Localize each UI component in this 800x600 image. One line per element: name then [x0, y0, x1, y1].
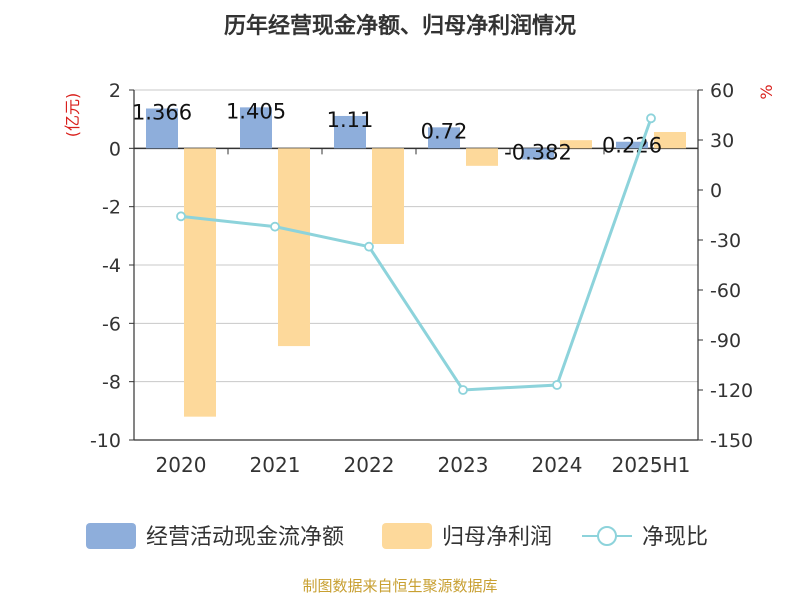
bar-data-label: 0.72: [421, 119, 468, 143]
line-point: [552, 380, 562, 390]
right-tick-label: -30: [710, 230, 741, 252]
line-point: [176, 211, 186, 222]
right-tick-label: -60: [710, 280, 741, 302]
bar-cashflow: [522, 148, 554, 160]
left-tick-label: -6: [102, 313, 121, 335]
bar-cashflow: [334, 115, 366, 149]
bar-data-label: 0.226: [602, 134, 662, 158]
left-tick-label: 0: [109, 138, 121, 160]
legend: 经营活动现金流净额 归母净利润 净现比: [86, 523, 708, 550]
bar-cashflow: [616, 141, 648, 149]
data-labels: 1.366 1.405 1.11 0.72 -0.382 0.226: [132, 99, 662, 164]
right-tick-label: -90: [710, 330, 741, 352]
bar-netprofit: [184, 148, 216, 417]
axes: 2 0 -2 -4 -6 -8 -10 60 30 0 -30 -60 -90 -120 -150 2020 2…: [90, 80, 753, 477]
source-note: 制图数据来自恒生聚源数据库: [302, 577, 497, 595]
legend-label: 归母净利润: [442, 525, 552, 550]
line-point: [270, 221, 280, 232]
x-tick-label: 2023: [438, 453, 489, 477]
bar-netprofit: [466, 148, 498, 166]
right-axis-unit: %: [757, 84, 776, 99]
legend-swatch-marker: [597, 526, 617, 546]
legend-swatch: [382, 523, 432, 549]
bar-data-label: 1.11: [327, 108, 374, 132]
legend-label: 经营活动现金流净额: [146, 525, 344, 550]
bar-cashflow: [146, 108, 178, 149]
line-series: [176, 113, 656, 395]
bar-data-label: -0.382: [504, 140, 572, 164]
bar-cashflow: [240, 107, 272, 149]
left-tick-label: 2: [109, 80, 121, 102]
left-tick-label: -4: [102, 255, 121, 277]
left-tick-label: -10: [90, 430, 121, 452]
line-point: [458, 385, 468, 395]
x-tick-label: 2025H1: [612, 453, 691, 477]
line-point: [364, 241, 374, 252]
right-tick-label: -150: [710, 430, 753, 452]
x-tick-label: 2022: [344, 453, 395, 477]
x-tick-label: 2024: [532, 453, 583, 477]
right-tick-label: 60: [710, 80, 734, 102]
legend-label: 净现比: [642, 525, 708, 550]
bar-cashflow: [428, 127, 460, 149]
legend-swatch: [86, 523, 136, 549]
line-netcash-ratio: [180, 117, 653, 392]
bar-data-label: 1.405: [226, 99, 286, 123]
line-point: [646, 113, 656, 124]
bar-series: [146, 107, 686, 417]
right-tick-label: 30: [710, 130, 734, 152]
left-tick-label: -8: [102, 372, 121, 394]
bar-netprofit: [372, 148, 404, 244]
left-tick-label: -2: [102, 197, 121, 219]
bar-netprofit: [654, 132, 686, 149]
x-tick-label: 2021: [250, 453, 301, 477]
bar-netprofit: [278, 148, 310, 347]
right-tick-label: 0: [710, 180, 722, 202]
chart-title: 历年经营现金净额、归母净利润情况: [224, 13, 576, 39]
left-axis-unit: (亿元): [63, 93, 82, 138]
x-tick-label: 2020: [156, 453, 207, 477]
bar-data-label: 1.366: [132, 100, 192, 124]
bar-netprofit: [560, 140, 592, 149]
right-tick-label: -120: [710, 380, 753, 402]
